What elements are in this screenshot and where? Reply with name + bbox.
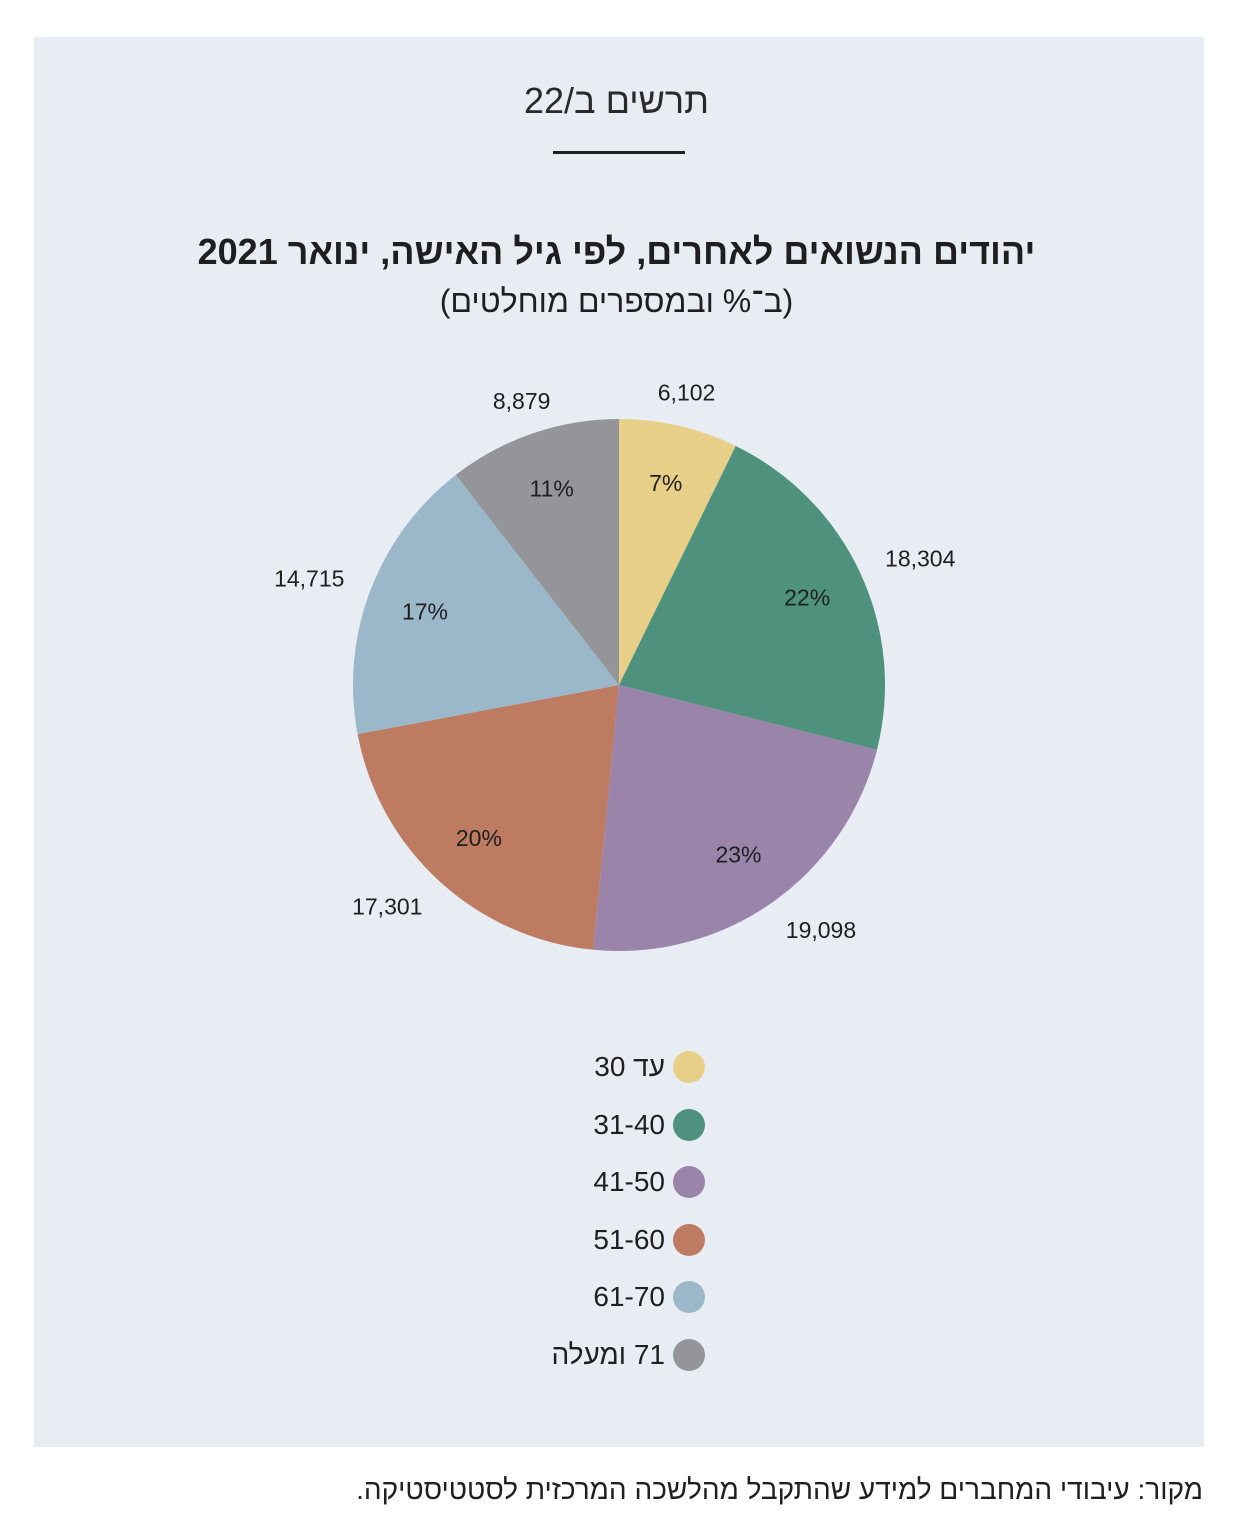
pie-slice-5 — [455, 419, 619, 685]
legend-item-1: 31-40 — [0, 1108, 705, 1142]
percent-label-1: 22% — [784, 585, 830, 611]
legend-label-1: 31-40 — [593, 1108, 665, 1140]
legend-swatch-0 — [673, 1051, 705, 1083]
value-label-2: 19,098 — [786, 917, 856, 943]
title-divider — [553, 151, 685, 154]
value-label-1: 18,304 — [885, 546, 956, 572]
legend-label-3: 51-60 — [593, 1223, 665, 1255]
chart-title: יהודים הנשואים לאחרים, לפי גיל האישה, ינ… — [197, 231, 1036, 272]
legend-item-0: עד 30 — [0, 1050, 705, 1084]
value-label-3: 17,301 — [352, 893, 422, 919]
legend-swatch-4 — [673, 1281, 705, 1314]
figure-label: תרשים ב/22 — [523, 80, 709, 121]
percent-label-3: 20% — [456, 825, 502, 851]
percent-label-2: 23% — [715, 842, 761, 868]
percent-label-4: 17% — [402, 599, 448, 625]
pie-slice-0 — [619, 419, 736, 685]
legend-item-4: 61-70 — [0, 1280, 705, 1314]
legend-label-4: 61-70 — [593, 1281, 665, 1313]
value-label-0: 6,102 — [658, 380, 716, 406]
legend-item-2: 41-50 — [0, 1165, 705, 1199]
legend-swatch-2 — [673, 1166, 705, 1199]
value-label-4: 14,715 — [274, 566, 344, 592]
legend-label-5: 71 ומעלה — [551, 1339, 666, 1370]
legend-label-2: 41-50 — [593, 1166, 665, 1198]
percent-label-5: 11% — [530, 476, 574, 502]
value-label-5: 8,879 — [493, 388, 551, 414]
legend-swatch-5 — [673, 1339, 705, 1371]
legend-swatch-3 — [673, 1223, 705, 1256]
legend-item-5: 71 ומעלה — [0, 1338, 705, 1372]
pie-slice-4 — [353, 475, 619, 735]
chart-subtitle: (ב־% ובמספרים מוחלטים) — [439, 283, 794, 319]
pie-slice-2 — [593, 685, 877, 951]
pie-slice-1 — [619, 445, 885, 750]
legend-label-0: עד 30 — [594, 1051, 665, 1082]
legend-item-3: 51-60 — [0, 1223, 705, 1257]
pie-slice-3 — [357, 685, 619, 950]
legend-swatch-1 — [673, 1108, 705, 1141]
source-note: מקור: עיבודי המחברים למידע שהתקבל מהלשכה… — [356, 1474, 1203, 1505]
percent-label-0: 7% — [649, 470, 682, 496]
